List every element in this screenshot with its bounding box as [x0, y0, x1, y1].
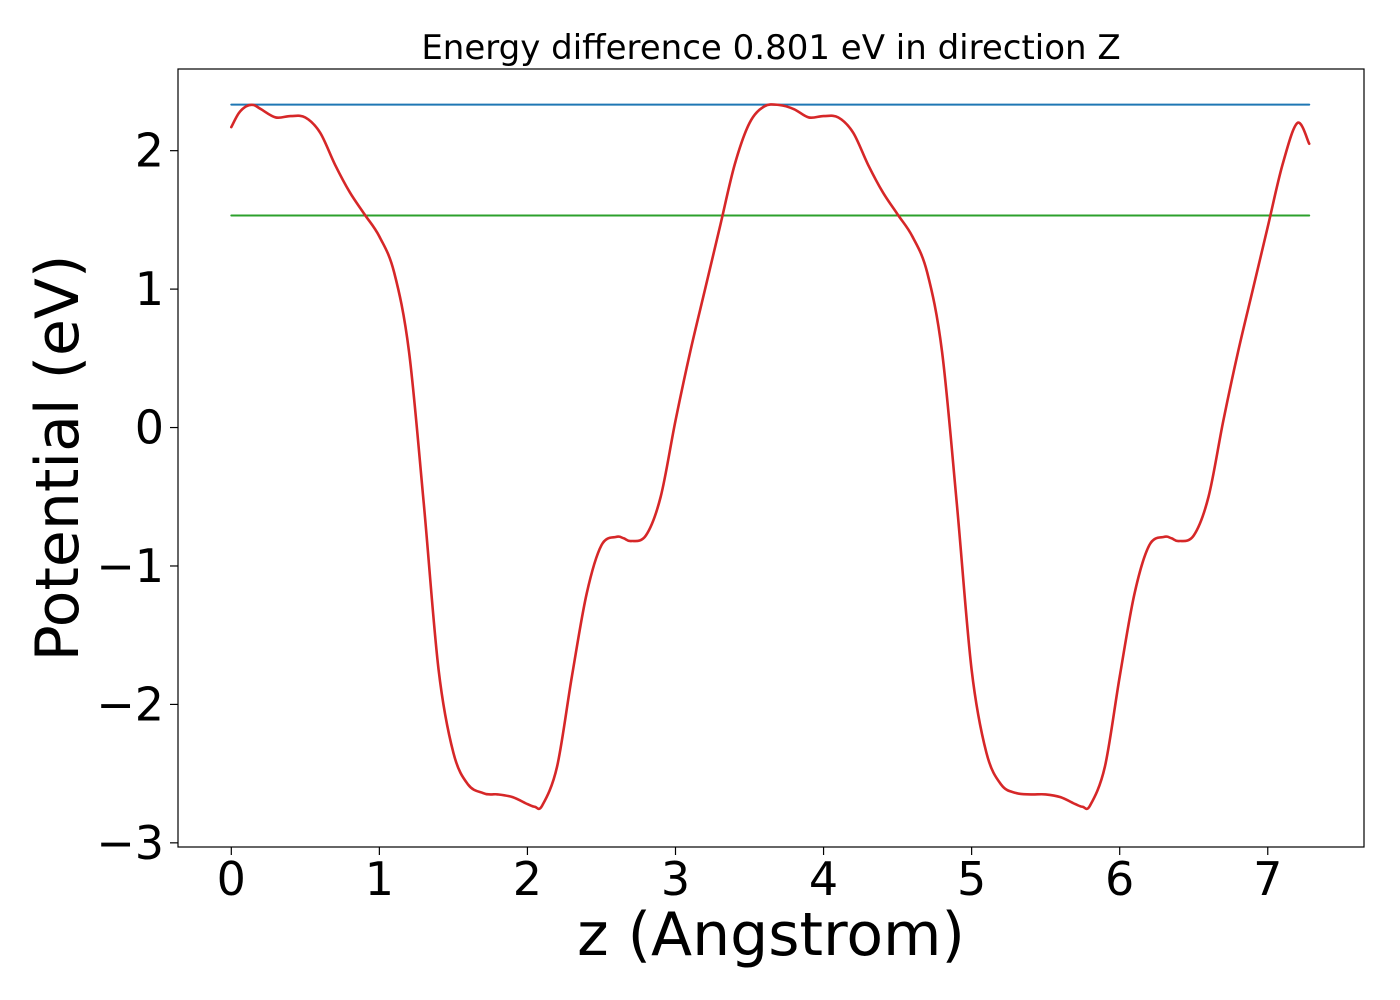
potential-curve-line — [230, 103, 1311, 811]
y-tick-label: −1 — [96, 539, 164, 593]
x-tick-label: 0 — [217, 852, 246, 906]
y-tick-label: 2 — [135, 124, 164, 178]
x-tick-label: 3 — [661, 852, 690, 906]
x-tick-label: 1 — [365, 852, 394, 906]
y-axis-ticks: −3 −2 −1 0 1 2 — [96, 124, 178, 870]
y-tick-label: 0 — [135, 401, 164, 455]
y-tick-label: −2 — [96, 677, 164, 731]
series-layer — [230, 103, 1311, 811]
x-axis-label: z (Angstrom) — [577, 900, 965, 970]
chart-title: Energy difference 0.801 eV in direction … — [421, 28, 1120, 68]
x-tick-label: 7 — [1253, 852, 1282, 906]
y-axis-label: Potential (eV) — [23, 255, 93, 662]
x-tick-label: 4 — [809, 852, 838, 906]
x-tick-label: 5 — [957, 852, 986, 906]
y-tick-label: 1 — [135, 262, 164, 316]
y-tick-label: −3 — [96, 816, 164, 870]
plot-frame — [177, 68, 1365, 848]
x-axis-ticks: 0 1 2 3 4 5 6 7 — [217, 847, 1282, 906]
x-tick-label: 6 — [1105, 852, 1134, 906]
x-tick-label: 2 — [513, 852, 542, 906]
